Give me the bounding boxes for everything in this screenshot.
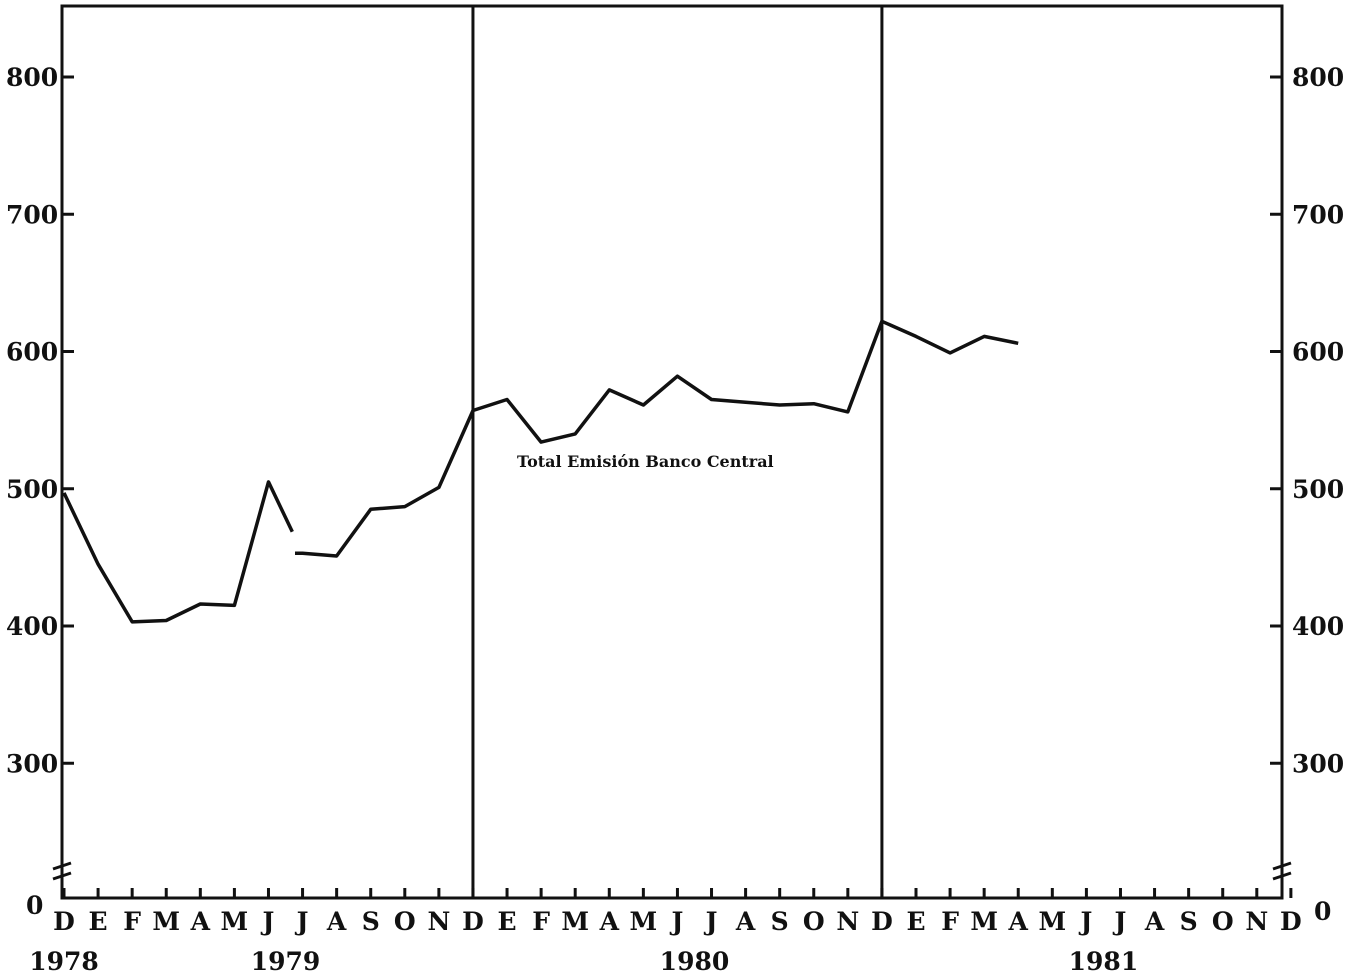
year-label: 1978	[29, 947, 99, 976]
x-tick-label: A	[1144, 907, 1165, 936]
x-axis: D E F M A M J J A S O N D E F M A M J J A S O N D E F M A M J J A S O N D197…	[29, 888, 1302, 976]
x-tick-label: D	[53, 907, 75, 936]
x-tick-label: N	[1245, 907, 1268, 936]
x-tick-label: D	[871, 907, 893, 936]
y-tick-label-left: 700	[6, 200, 58, 229]
y-tick-label-left: 300	[6, 749, 58, 778]
x-tick-label: M	[152, 907, 180, 936]
x-tick-label: F	[123, 907, 141, 936]
y-axis-left: 800 700 600 500 400 300 0	[6, 63, 74, 920]
series-line	[62, 480, 294, 624]
x-tick-label: J	[295, 907, 309, 936]
year-label: 1981	[1069, 947, 1139, 976]
y-tick-label-left: 400	[6, 612, 58, 641]
x-tick-label: O	[803, 907, 825, 936]
x-tick-label: M	[1038, 907, 1066, 936]
y-zero-label-left: 0	[26, 891, 43, 920]
x-tick-label: N	[427, 907, 450, 936]
x-tick-label: J	[261, 907, 275, 936]
x-tick-label: A	[326, 907, 347, 936]
x-tick-label: S	[1180, 907, 1198, 936]
x-tick-label: O	[1212, 907, 1234, 936]
x-tick-label: J	[670, 907, 684, 936]
y-tick-label-right: 800	[1292, 63, 1344, 92]
x-tick-label: F	[941, 907, 959, 936]
y-break-left	[52, 861, 72, 881]
y-tick-label-right: 400	[1292, 612, 1344, 641]
y-tick-label-left: 500	[6, 475, 58, 504]
y-zero-label-right: 0	[1314, 897, 1331, 926]
x-tick-label: D	[462, 907, 484, 936]
x-tick-label: E	[89, 907, 108, 936]
year-dividers	[471, 6, 884, 898]
y-tick-label-left: 800	[6, 63, 58, 92]
y-break-right	[1272, 861, 1292, 881]
y-tick-label-left: 600	[6, 338, 58, 367]
y-axis-right: 800 700 600 500 400 300 0	[1270, 63, 1344, 926]
x-tick-label: F	[532, 907, 550, 936]
x-tick-label: A	[190, 907, 211, 936]
x-tick-label: A	[735, 907, 756, 936]
x-tick-label: O	[394, 907, 416, 936]
x-tick-label: S	[362, 907, 380, 936]
y-tick-label-right: 600	[1292, 338, 1344, 367]
x-tick-label: D	[1280, 907, 1302, 936]
x-tick-label: M	[561, 907, 589, 936]
x-tick-label: A	[1008, 907, 1029, 936]
series-line	[295, 319, 1019, 558]
x-tick-label: N	[836, 907, 859, 936]
x-tick-label: M	[221, 907, 249, 936]
y-tick-label-right: 500	[1292, 475, 1344, 504]
x-tick-label: M	[630, 907, 658, 936]
x-tick-label: A	[599, 907, 620, 936]
x-tick-label: J	[704, 907, 718, 936]
y-tick-label-right: 700	[1292, 200, 1344, 229]
series-layer	[62, 319, 1019, 624]
x-tick-label: J	[1113, 907, 1127, 936]
x-tick-label: S	[771, 907, 789, 936]
x-tick-label: E	[498, 907, 517, 936]
series-label: Total Emisión Banco Central	[517, 452, 774, 471]
plot-frame	[60, 4, 1284, 900]
x-tick-label: M	[970, 907, 998, 936]
y-tick-label-right: 300	[1292, 749, 1344, 778]
x-tick-label: J	[1078, 907, 1092, 936]
year-label: 1979	[251, 947, 321, 976]
year-label: 1980	[660, 947, 730, 976]
x-tick-label: E	[906, 907, 925, 936]
